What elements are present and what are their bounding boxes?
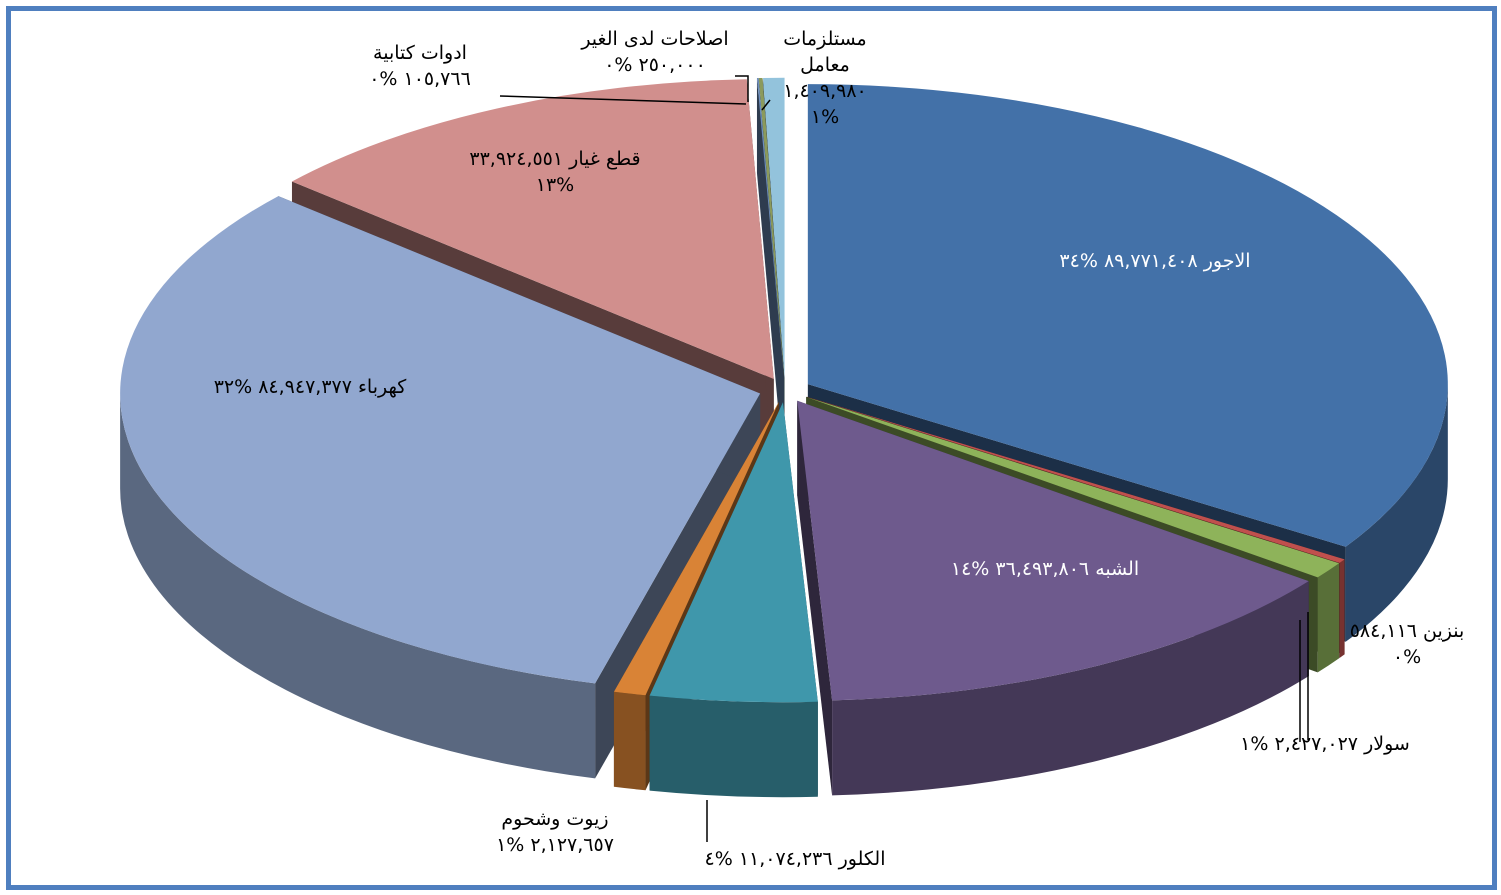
pie-slice-alum-top [797,400,1309,701]
slice-label-electricity: كهرباء ٨٤,٩٤٧,٣٧٧ %٣٢ [160,374,460,400]
pie-slice-stationery-top [756,78,784,378]
slice-label-wages: الاجور ٨٩,٧٧١,٤٠٨ %٣٤ [1010,248,1300,274]
slice-label-chlorine: الكلور ١١,٠٧٤,٢٣٦ %٤ [660,846,930,872]
slice-label-repairs: اصلاحات لدى الغير ٢٥٠,٠٠٠ %٠ [555,26,755,78]
pie-slice-alum-side-0 [832,581,1309,796]
pie-slice-repairs-top [758,77,785,378]
leader-repairs [735,75,749,102]
slice-label-diesel-name: سولار [1364,733,1410,755]
pie-slice-electricity-side-0 [120,393,596,779]
slice-label-spare-parts-value: ٣٣,٩٢٤,٥٥١ [469,148,564,170]
slice-label-petrol-value: ٥٨٤,١١٦ [1349,620,1417,642]
pie-slice-alum-wall-end [797,400,833,796]
pie-slice-oils-side-0 [613,691,646,791]
pie-slice-chlorine-top [649,402,818,703]
slice-label-alum-value: ٣٦,٤٩٣,٨٠٦ [995,558,1090,580]
pie-slice-stationery-wall-end [758,78,784,473]
pie-slice-diesel-top [806,397,1340,578]
slice-label-diesel-percent: %١ [1240,733,1269,755]
slice-label-wages-value: ٨٩,٧٧١,٤٠٨ [1103,250,1198,272]
slice-label-oils-name: زيوت وشحوم [501,808,609,830]
slice-label-lab-supplies-value: ١,٤٠٩,٩٨٠ [783,80,867,102]
slice-label-repairs-value: ٢٥٠,٠٠٠ [638,54,706,76]
slice-label-oils-percent: %١ [496,834,525,856]
pie-slice-petrol-side-0 [1339,559,1345,658]
leader-stationery [499,95,747,105]
slice-label-stationery: ادوات كتابية ١٠٥,٧٦٦ %٠ [340,40,500,92]
slice-label-stationery-percent: %٠ [369,68,398,90]
slice-label-electricity-value: ٨٤,٩٤٧,٣٧٧ [258,376,352,398]
slice-label-diesel: سولار ٢,٤٢٧,٠٢٧ %١ [1195,731,1455,757]
slice-label-lab-supplies-name: مستلزمات معامل [783,28,867,76]
slice-label-lab-supplies: مستلزمات معامل ١,٤٠٩,٩٨٠ %١ [760,26,890,130]
pie-slice-chlorine [649,402,818,798]
slice-label-spare-parts: قطع غيار ٣٣,٩٢٤,٥٥١ %١٣ [420,146,690,198]
slice-label-alum: الشبه ٣٦,٤٩٣,٨٠٦ %١٤ [900,556,1190,582]
slice-label-chlorine-value: ١١,٠٧٤,٢٣٦ [738,848,833,870]
slice-label-wages-name: الاجور [1203,250,1251,272]
pie-slice-electricity-top [120,196,761,684]
slice-label-petrol: بنزين ٥٨٤,١١٦ %٠ [1322,618,1492,670]
leader-lab-supplies [761,99,771,111]
pie-slice-stationery [756,78,784,473]
slice-label-alum-name: الشبه [1095,558,1140,580]
slice-label-repairs-percent: %٠ [604,54,633,76]
slice-label-chlorine-name: الكلور [838,848,886,870]
slice-label-petrol-percent: %٠ [1392,646,1422,668]
slice-label-stationery-value: ١٠٥,٧٦٦ [403,68,471,90]
slice-label-oils: زيوت وشحوم ٢,١٢٧,٦٥٧ %١ [460,806,650,858]
pie-slice-oils-top [613,401,779,696]
slice-label-electricity-name: كهرباء [358,376,407,398]
pie-slice-wages-side-0 [1345,384,1448,642]
slice-label-diesel-value: ٢,٤٢٧,٠٢٧ [1274,733,1359,755]
slice-label-spare-parts-name: قطع غيار [569,148,641,170]
pie-slice-spare-parts-top [291,79,774,379]
slice-label-alum-percent: %١٤ [950,558,990,580]
pie-slice-lab-supplies-top [763,77,785,378]
slice-label-oils-value: ٢,١٢٧,٦٥٧ [530,834,614,856]
pie-slice-petrol-top [806,396,1345,563]
slice-label-petrol-name: بنزين [1423,620,1465,642]
slice-label-spare-parts-percent: %١٣ [535,174,575,196]
slice-label-electricity-percent: %٣٢ [213,376,253,398]
pie-slice-alum [797,400,1309,796]
slice-label-chlorine-percent: %٤ [704,848,733,870]
slice-label-wages-percent: %٣٤ [1059,250,1098,272]
pie-slice-chlorine-side-0 [649,695,818,798]
slice-label-repairs-name: اصلاحات لدى الغير [581,28,729,50]
slice-label-lab-supplies-percent: %١ [810,106,840,128]
pie-slice-diesel-side-0 [1317,563,1340,673]
pie-slice-wages-top [807,84,1448,547]
slice-label-stationery-name: ادوات كتابية [373,42,467,64]
